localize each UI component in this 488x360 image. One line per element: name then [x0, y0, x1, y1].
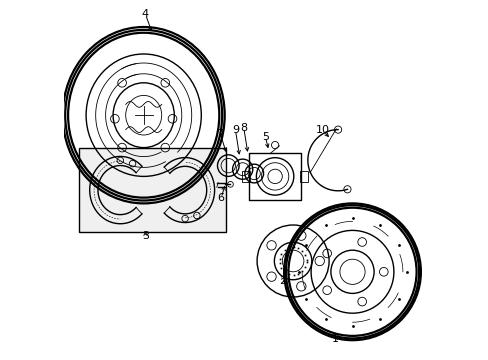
Text: 3: 3 [142, 231, 149, 241]
Text: 8: 8 [240, 123, 247, 133]
Bar [249, 153, 301, 200]
Bar [242, 171, 249, 182]
Text: 4: 4 [142, 9, 149, 19]
Text: 5: 5 [262, 132, 268, 142]
Text: 2: 2 [278, 276, 285, 286]
Bar [79, 148, 226, 232]
Text: 9: 9 [231, 125, 239, 135]
Text: 1: 1 [331, 334, 338, 344]
Text: 7: 7 [216, 129, 224, 139]
Text: 10: 10 [315, 125, 329, 135]
Bar [300, 171, 307, 182]
Text: 6: 6 [217, 193, 224, 203]
